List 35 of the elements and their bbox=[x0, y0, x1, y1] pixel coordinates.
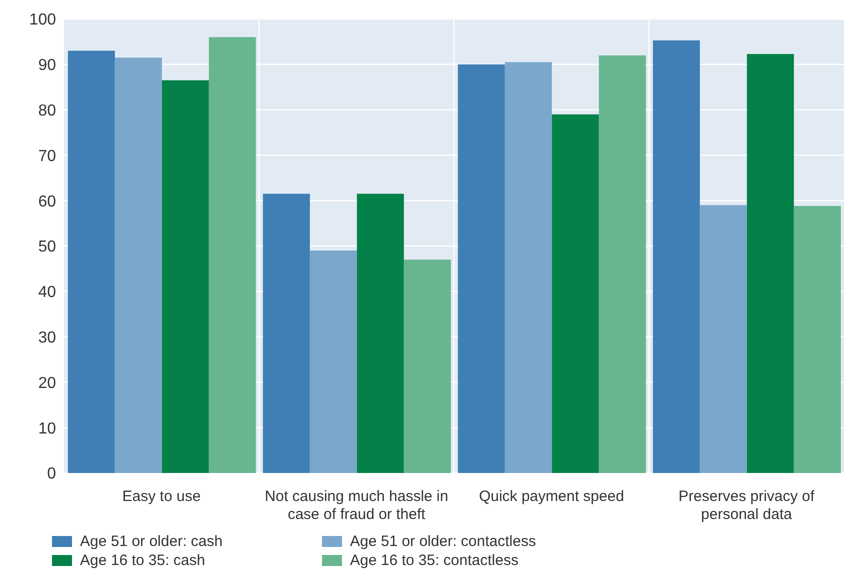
y-tick-label: 30 bbox=[38, 329, 56, 346]
y-tick-label: 90 bbox=[38, 57, 56, 74]
legend-label: Age 51 or older: contactless bbox=[349, 533, 537, 550]
bar bbox=[552, 114, 599, 473]
y-tick-label: 60 bbox=[38, 193, 56, 210]
bar bbox=[746, 54, 794, 473]
bar bbox=[652, 40, 700, 473]
bar bbox=[310, 250, 357, 473]
bar bbox=[404, 260, 451, 473]
y-tick-label: 40 bbox=[38, 284, 56, 302]
y-tick-label: 10 bbox=[38, 420, 56, 438]
y-tick-label: 100 bbox=[29, 12, 56, 29]
bar bbox=[356, 194, 404, 473]
bar bbox=[68, 50, 115, 473]
y-tick-label: 80 bbox=[38, 102, 56, 120]
bar bbox=[700, 205, 747, 473]
legend-label: Age 16 to 35: cash bbox=[79, 552, 206, 569]
legend-label: Age 16 to 35: contactless bbox=[349, 552, 520, 569]
x-tick-label: Preserves privacy of personal data bbox=[678, 488, 816, 523]
bar bbox=[504, 62, 552, 473]
legend-label: Age 51 or older: cash bbox=[79, 533, 224, 550]
bar bbox=[208, 37, 256, 473]
bar bbox=[262, 194, 310, 473]
y-tick-label: 20 bbox=[38, 374, 56, 392]
y-tick-label: 70 bbox=[38, 148, 56, 165]
bar bbox=[598, 55, 646, 473]
bar bbox=[458, 64, 505, 473]
y-tick-label: 50 bbox=[38, 238, 56, 256]
x-tick-label: Quick payment speed bbox=[478, 488, 624, 505]
bar bbox=[162, 80, 209, 473]
x-tick-label: Easy to use bbox=[122, 488, 201, 505]
bar bbox=[794, 206, 841, 473]
x-tick-label: Not causing much hassle in case of fraud or theft bbox=[264, 488, 448, 523]
y-tick-label: 0 bbox=[47, 466, 56, 483]
bar bbox=[114, 58, 162, 473]
